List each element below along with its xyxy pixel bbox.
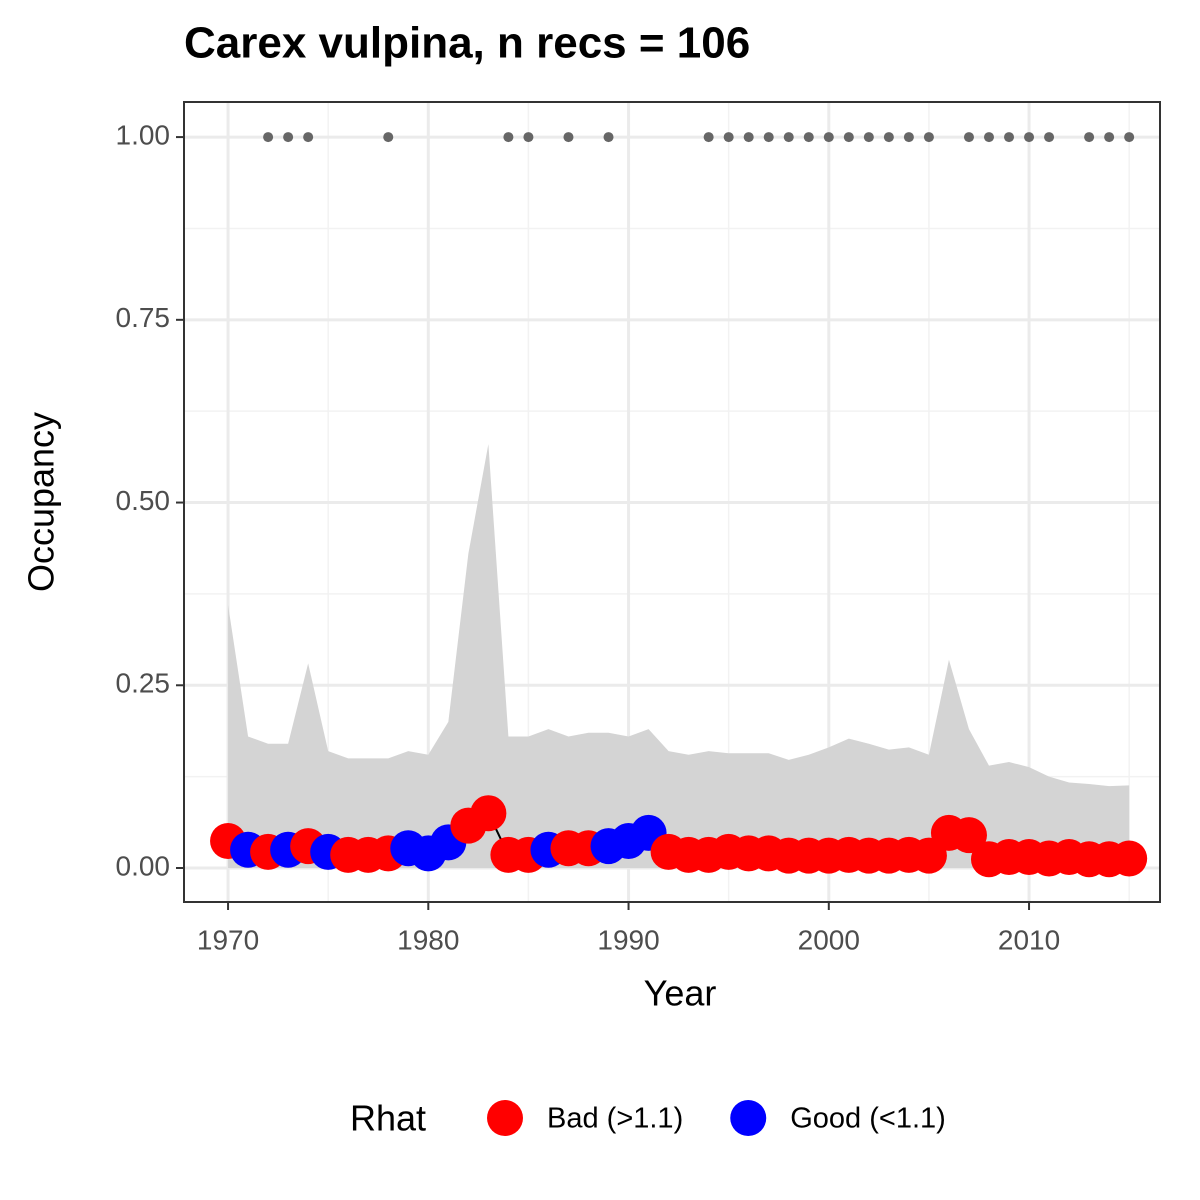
y-axis-title: Occupancy [21,412,62,592]
record-dot [1044,132,1055,143]
legend-title: Rhat [350,1098,426,1139]
record-dot [283,132,294,143]
confidence-ribbon [228,444,1130,869]
x-tick-label: 2000 [798,924,860,955]
record-dot [863,132,874,143]
record-dot [303,132,314,143]
record-dot [1004,132,1015,143]
record-dot [503,132,514,143]
occupancy-point [1111,840,1148,877]
y-tick-label: 0.25 [116,668,171,699]
y-tick-label: 0.50 [116,485,171,516]
y-tick-label: 1.00 [116,119,171,150]
record-dot [1124,132,1135,143]
record-dot [843,132,854,143]
record-dot [743,132,754,143]
record-dot [803,132,814,143]
y-tick-label: 0.00 [116,850,171,881]
record-dot [763,132,774,143]
record-dot [903,132,914,143]
record-dot [603,132,614,143]
legend-key [730,1100,767,1136]
record-dot [523,132,534,143]
chart-title: Carex vulpina, n recs = 106 [184,19,750,68]
record-dot [823,132,834,143]
x-tick-label: 1970 [197,924,259,955]
record-dot [723,132,734,143]
occupancy-point [470,795,507,832]
record-dot [783,132,794,143]
record-dot [263,132,274,143]
x-tick-label: 2010 [998,924,1060,955]
x-tick-label: 1990 [597,924,659,955]
record-dot [923,132,934,143]
record-dot [1104,132,1115,143]
record-dot [563,132,574,143]
legend-key [487,1100,523,1136]
record-dot [963,132,974,143]
occupancy-point [950,817,987,854]
record-dot [883,132,894,143]
x-tick-label: 1980 [397,924,459,955]
record-dot [703,132,714,143]
record-dot [1084,132,1095,143]
y-tick-label: 0.75 [116,302,171,333]
record-dot [1024,132,1035,143]
x-axis-title: Year [644,973,717,1014]
record-dot [983,132,994,143]
legend-label: Good (<1.1) [790,1103,946,1135]
legend-label: Bad (>1.1) [547,1103,683,1135]
record-dot [383,132,394,143]
